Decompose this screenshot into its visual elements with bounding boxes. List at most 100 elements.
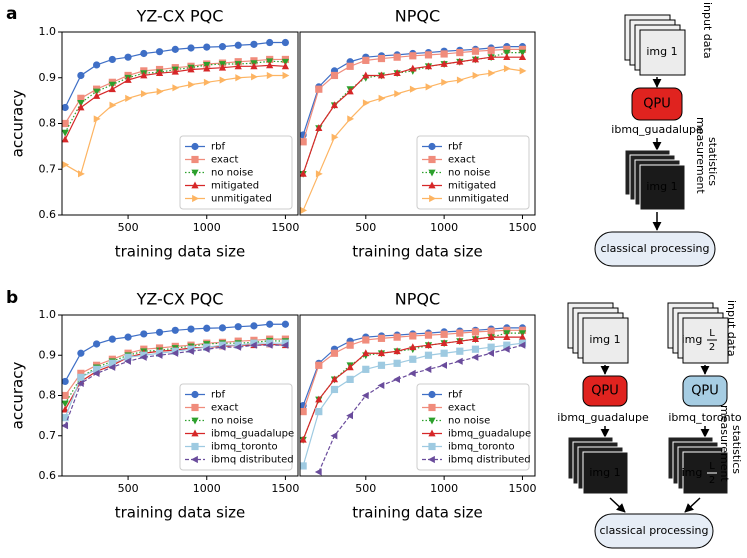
chart-title: YZ-CX PQC	[136, 7, 224, 26]
data-point	[77, 373, 85, 381]
legend-box	[179, 383, 293, 471]
legend-label: exact	[211, 155, 239, 166]
data-point	[108, 335, 116, 343]
data-point	[124, 53, 132, 61]
legend-marker	[428, 155, 436, 164]
legend-marker	[191, 429, 199, 437]
device-label: ibmq_guadalupe	[557, 411, 649, 424]
data-point	[456, 347, 464, 355]
y-tick-label: 0.8	[39, 117, 57, 130]
data-point	[218, 343, 226, 351]
arrow	[609, 497, 626, 513]
data-point	[187, 65, 195, 73]
image-card	[639, 29, 686, 76]
image-card	[682, 317, 729, 364]
data-point	[93, 340, 101, 348]
data-point	[78, 170, 85, 178]
y-tick-label: 0.6	[39, 208, 57, 221]
data-point	[155, 69, 164, 77]
data-point	[409, 343, 417, 351]
data-point	[471, 328, 480, 336]
data-point	[281, 62, 290, 70]
data-point	[362, 99, 370, 107]
data-point	[281, 320, 290, 328]
data-point	[300, 462, 307, 470]
data-point	[218, 63, 227, 71]
data-point	[518, 333, 527, 341]
x-tick-label: 1000	[193, 482, 221, 495]
data-point	[282, 71, 290, 80]
image-label: L	[709, 461, 715, 472]
image-card	[682, 451, 729, 495]
data-point	[171, 45, 179, 53]
data-point	[62, 391, 69, 400]
plot-frame	[299, 31, 536, 216]
data-point	[362, 56, 370, 64]
qpu-label: QPU	[591, 384, 619, 399]
image-label: 2	[709, 475, 715, 486]
y-tick-label: 0.6	[39, 469, 57, 482]
input-label: input data	[725, 300, 738, 357]
legend-marker	[428, 142, 436, 151]
data-point	[487, 343, 495, 351]
legend-marker	[428, 169, 436, 177]
data-point	[330, 349, 339, 357]
data-point	[487, 349, 495, 357]
data-point	[456, 48, 464, 57]
plot-area	[300, 43, 527, 215]
legend-marker	[191, 417, 199, 425]
legend-label: ibmq_toronto	[211, 442, 278, 453]
data-point	[266, 71, 274, 80]
legend-label: exact	[448, 155, 476, 166]
data-point	[250, 322, 258, 330]
qpu-box	[682, 375, 728, 407]
x-axis-label: training data size	[115, 504, 246, 522]
image-label: img 1	[646, 180, 677, 193]
data-point	[77, 71, 85, 80]
data-point	[425, 83, 433, 91]
data-point	[77, 349, 85, 357]
panel-label: b	[6, 288, 18, 308]
data-point	[424, 365, 432, 373]
arrow	[684, 497, 701, 513]
data-point	[188, 81, 195, 89]
data-point	[62, 414, 69, 422]
data-point	[62, 129, 69, 137]
output-label: measurement	[718, 405, 731, 482]
y-tick-label: 0.7	[39, 429, 57, 442]
x-tick-label: 1500	[508, 482, 536, 495]
data-point	[300, 435, 307, 443]
legend-marker	[428, 429, 436, 437]
data-point	[62, 135, 69, 143]
data-point	[155, 328, 164, 336]
image-label: img 1	[646, 45, 677, 58]
chart-title: NPQC	[395, 290, 440, 309]
data-point	[472, 71, 480, 80]
data-point	[218, 43, 227, 51]
data-point	[346, 87, 354, 95]
data-point	[77, 100, 85, 107]
data-point	[347, 115, 355, 123]
data-point	[362, 71, 370, 79]
data-point	[487, 53, 495, 61]
data-point	[518, 45, 527, 53]
legend-label: exact	[211, 403, 239, 414]
data-point	[315, 408, 323, 416]
y-axis-label: accuracy	[9, 362, 27, 430]
data-point	[503, 53, 511, 61]
data-point	[124, 353, 132, 361]
data-point	[281, 58, 290, 66]
plot-area	[62, 320, 290, 430]
data-point	[378, 94, 386, 102]
data-point	[377, 71, 386, 79]
device-label: ibmq_toronto	[668, 411, 742, 424]
data-point	[471, 353, 479, 361]
legend-label: rbf	[448, 142, 462, 153]
data-point	[124, 76, 132, 83]
x-tick-label: 1500	[271, 221, 299, 234]
legend-label: unmitigated	[448, 194, 509, 205]
data-point	[266, 61, 274, 69]
legend-marker	[191, 403, 199, 412]
y-tick-label: 0.7	[39, 162, 57, 175]
data-point	[503, 65, 511, 73]
